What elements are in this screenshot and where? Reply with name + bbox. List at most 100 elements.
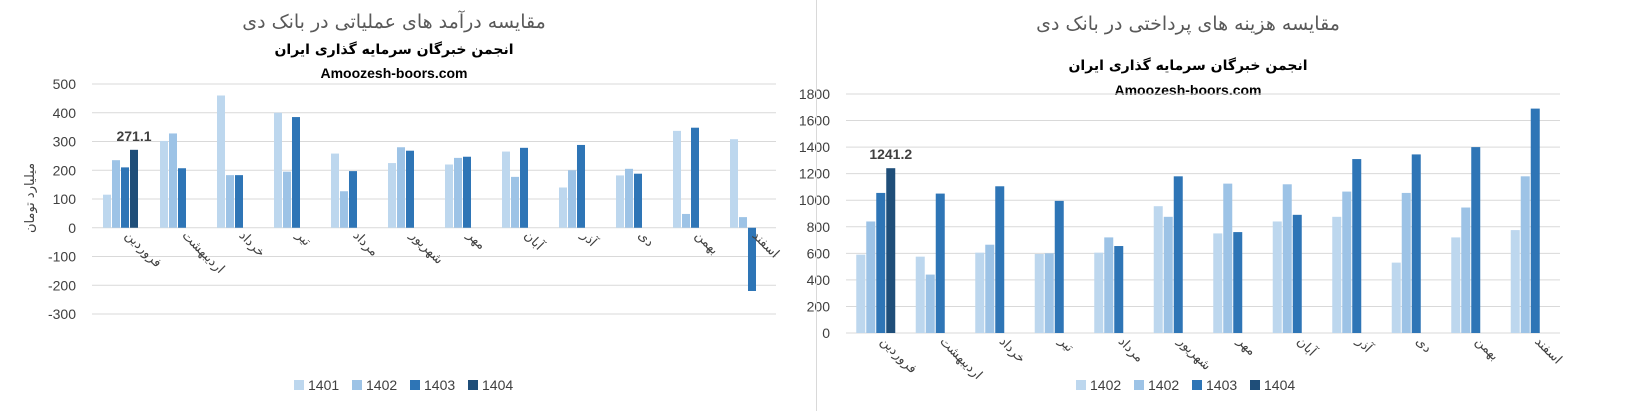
chart-1-bar	[1223, 183, 1233, 333]
chart-1-legend-label: 1403	[1206, 377, 1237, 393]
chart-1-ytick-label: 1600	[799, 113, 830, 129]
chart-1-legend-swatch	[1134, 380, 1144, 390]
chart-0-bar	[349, 171, 357, 228]
chart-0-bar	[406, 150, 414, 228]
chart-1-bar	[1461, 207, 1471, 333]
chart-1-bar	[985, 244, 995, 333]
chart-0-bar	[340, 191, 348, 228]
chart-0-category-label: آذر	[577, 226, 602, 251]
chart-1-legend-label: 1404	[1264, 377, 1295, 393]
chart-0-ylabel: میلیارد تومان	[23, 163, 38, 233]
chart-0-bar	[454, 157, 462, 228]
chart-0-legend-label: 1401	[308, 377, 339, 393]
chart-1-category-label: فروردین	[877, 334, 920, 377]
chart-0-title: مقایسه درآمد های عملیاتی در بانک دی	[242, 9, 546, 33]
chart-0-website: Amoozesh-boors.com	[320, 65, 467, 81]
chart-1-bar	[1104, 237, 1114, 333]
chart-0-ytick-label: 100	[53, 191, 77, 207]
chart-0-bar	[568, 170, 576, 228]
chart-0-bar	[217, 95, 225, 228]
chart-1-bar	[1044, 253, 1054, 333]
chart-1-category-label: اسفند	[1531, 334, 1564, 367]
chart-1-ytick-label: 1000	[799, 192, 830, 208]
chart-0-bar	[502, 151, 510, 228]
chart-1-category-label: مهر	[1233, 334, 1259, 360]
chart-1-bar	[915, 256, 925, 333]
chart-0-data-label: 271.1	[116, 128, 151, 144]
chart-1-bar	[1411, 154, 1421, 333]
chart-0-category-label: مهر	[463, 228, 489, 254]
chart-1-category-label: شهریور	[1174, 334, 1214, 374]
chart-0-legend-swatch	[468, 380, 478, 390]
chart-0-category-label: خرداد	[236, 228, 268, 260]
chart-1-ytick-label: 200	[807, 298, 831, 314]
chart-0-bar	[130, 149, 138, 228]
chart-1-bar	[1094, 252, 1104, 333]
chart-0-bar	[673, 130, 681, 228]
chart-0-bar	[103, 194, 111, 228]
chart-0-category-label: دی	[635, 228, 657, 250]
chart-0-category-label: تیر	[292, 228, 314, 250]
chart-1-bar	[1213, 233, 1223, 333]
chart-1-bar	[925, 274, 935, 333]
chart-0-ytick-label: -300	[48, 306, 76, 322]
chart-1-bar	[935, 193, 945, 333]
chart-1-bar	[876, 192, 886, 333]
chart-0-bar	[235, 175, 243, 228]
chart-1-category-label: مرداد	[1115, 334, 1146, 365]
chart-0-ytick-label: 500	[53, 76, 77, 92]
chart-0-bar	[331, 153, 339, 228]
chart-1-legend-swatch	[1250, 380, 1260, 390]
chart-1-bar	[1054, 200, 1064, 333]
chart-1-bar	[1163, 216, 1173, 333]
chart-0-bar	[616, 175, 624, 228]
chart-0-subtitle: انجمن خبرگان سرمایه گذاری ایران	[274, 41, 513, 58]
chart-1-bar	[1352, 159, 1362, 333]
chart-0-bar	[691, 127, 699, 228]
chart-1-bar	[1114, 246, 1124, 333]
chart-1-bar	[1520, 176, 1530, 333]
chart-0-legend-swatch	[294, 380, 304, 390]
chart-1-category-label: بهمن	[1472, 334, 1502, 364]
chart-1-legend-swatch	[1192, 380, 1202, 390]
chart-1-bar	[1233, 232, 1243, 333]
chart-1-bar	[856, 254, 866, 333]
chart-0-ytick-label: -100	[48, 249, 76, 265]
chart-0-bar	[112, 160, 120, 228]
chart-0-bar	[748, 227, 756, 291]
chart-1-ytick-label: 600	[807, 245, 831, 261]
chart-0-ytick-label: 300	[53, 134, 77, 150]
chart-0-ytick-label: 0	[68, 220, 76, 236]
chart-1-bar	[1153, 206, 1163, 333]
chart-0-bar	[121, 167, 129, 228]
chart-1-bar	[975, 252, 985, 333]
chart-0-ytick-label: -200	[48, 277, 76, 293]
chart-0-category-label: مرداد	[350, 228, 381, 259]
chart-0-bar	[520, 147, 528, 228]
chart-1-category-label: آبان	[1293, 333, 1321, 361]
chart-1-category-label: آذر	[1352, 332, 1377, 357]
chart-0-bar	[739, 217, 747, 228]
chart-0-legend-label: 1402	[366, 377, 397, 393]
chart-1-bar	[1391, 262, 1401, 333]
chart-1-bar	[1332, 216, 1342, 333]
chart-0-bar	[178, 168, 186, 228]
chart-1-category-label: اردیبهشت	[936, 334, 984, 382]
chart-0-ytick-label: 400	[53, 105, 77, 121]
chart-1-title: مقایسه هزینه های پرداختی در بانک دی	[1036, 13, 1340, 35]
chart-0-category-label: فروردین	[122, 228, 165, 271]
chart-1-subtitle: انجمن خبرگان سرمایه گذاری ایران	[1068, 57, 1307, 74]
chart-1-bar	[1342, 191, 1352, 333]
chart-0-bar	[160, 140, 168, 228]
chart-1-ytick-label: 800	[807, 219, 831, 235]
chart-0-bar	[445, 164, 453, 228]
chart-0-legend-swatch	[410, 380, 420, 390]
chart-1-bar	[1173, 176, 1183, 333]
chart-0-bar	[511, 176, 519, 228]
chart-1-bar	[1510, 230, 1520, 333]
chart-1-category-label: دی	[1412, 334, 1434, 356]
chart-0-category-label: بهمن	[692, 228, 722, 258]
chart-0-legend-label: 1404	[482, 377, 513, 393]
chart-0-bar	[397, 147, 405, 228]
